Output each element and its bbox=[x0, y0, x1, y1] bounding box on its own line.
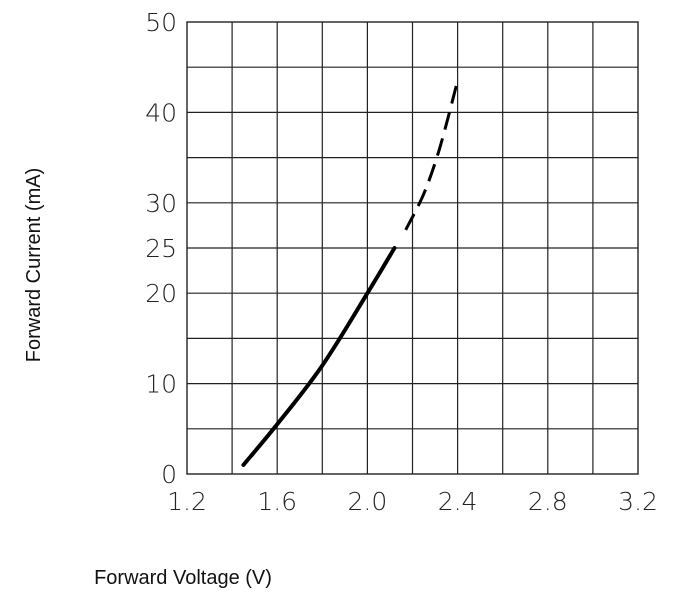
series-layer bbox=[241, 80, 460, 467]
y-tick-label: 30 bbox=[145, 189, 177, 218]
x-tick-label: 1.6 bbox=[257, 487, 297, 516]
y-tick-label: 10 bbox=[145, 370, 177, 399]
series-line-solid bbox=[241, 246, 397, 467]
x-tick-label: 2.4 bbox=[438, 487, 478, 516]
x-tick-label: 1.2 bbox=[167, 487, 207, 516]
y-tick-labels: 0 10 20 25 30 40 50 bbox=[145, 8, 177, 489]
plot-frame bbox=[186, 21, 639, 475]
y-tick-label: 20 bbox=[145, 279, 177, 308]
y-tick-label: 50 bbox=[145, 8, 177, 37]
x-tick-labels: 1.2 1.6 2.0 2.4 2.8 3.2 bbox=[167, 487, 658, 516]
y-axis-label: Forward Current (mA) bbox=[23, 168, 45, 362]
x-tick-label: 2.0 bbox=[348, 487, 388, 516]
x-tick-label: 2.8 bbox=[528, 487, 568, 516]
x-axis-label: Forward Voltage (V) bbox=[94, 567, 272, 589]
y-tick-label: 40 bbox=[145, 98, 177, 127]
y-tick-label: 25 bbox=[145, 234, 177, 263]
x-tick-label: 3.2 bbox=[618, 487, 658, 516]
grid bbox=[187, 22, 638, 474]
series-line-dashed bbox=[404, 80, 460, 231]
y-tick-label: 0 bbox=[161, 460, 177, 489]
